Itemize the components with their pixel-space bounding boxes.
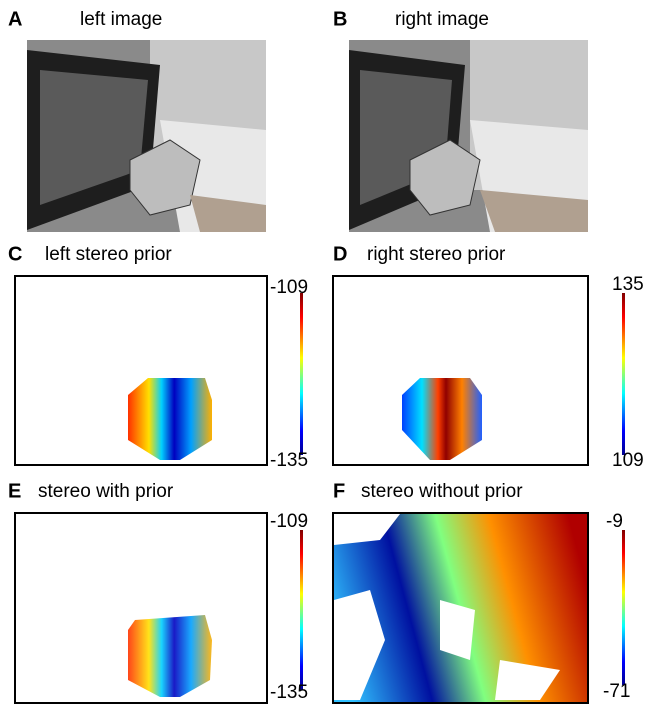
colorbar [622, 293, 625, 455]
colorbar-top: -109 [270, 277, 308, 298]
colorbar [622, 530, 625, 685]
depth-blob [128, 615, 212, 697]
panel-letter: A [8, 8, 22, 30]
panel-title: right stereo prior [367, 244, 506, 265]
figure: A left image B right image C left stereo… [0, 0, 647, 705]
panel-title: right image [395, 9, 489, 30]
right-photo [349, 40, 588, 232]
colorbar [300, 293, 303, 455]
colorbar-bottom: -135 [270, 682, 308, 703]
depth-blob [128, 378, 212, 460]
panel-letter: B [333, 8, 347, 30]
panel-letter: C [8, 243, 22, 265]
left-photo [27, 40, 266, 232]
colorbar-bottom: 109 [612, 450, 644, 471]
colorbar [300, 530, 303, 690]
panel-title: left stereo prior [45, 244, 172, 265]
colorbar-bottom: -71 [603, 681, 630, 702]
panel-letter: F [333, 480, 345, 502]
panel-letter: D [333, 243, 347, 265]
panel-title: stereo without prior [361, 481, 523, 502]
colorbar-top: -109 [270, 511, 308, 532]
colorbar-top: 135 [612, 274, 644, 295]
colorbar-top: -9 [606, 511, 623, 532]
panel-title: left image [80, 9, 162, 30]
colorbar-bottom: -135 [270, 450, 308, 471]
panel-title: stereo with prior [38, 481, 174, 502]
panel-letter: E [8, 480, 21, 502]
